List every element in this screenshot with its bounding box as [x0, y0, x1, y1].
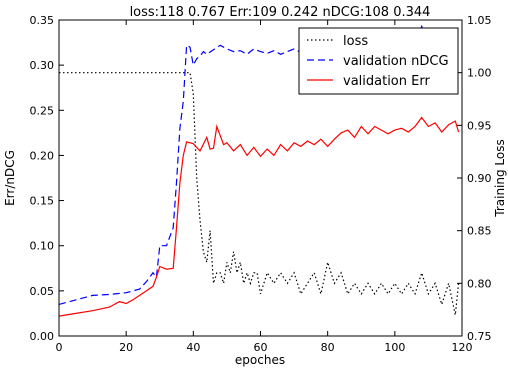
right-y-tick-label: 0.90: [467, 172, 492, 185]
right-y-axis-label: Training Loss: [493, 139, 507, 217]
chart-title: loss:118 0.767 Err:109 0.242 nDCG:108 0.…: [130, 5, 431, 20]
x-axis-ticks: 0 20 40 60 80 100 120: [56, 20, 473, 354]
left-y-tick-label: 0.25: [30, 104, 55, 117]
x-tick-label: 40: [186, 341, 200, 354]
x-axis-label: epoches: [235, 353, 285, 367]
x-tick-label: 100: [384, 341, 405, 354]
left-y-tick-label: 0.30: [30, 59, 55, 72]
series-line-loss: [59, 72, 460, 316]
x-tick-label: 80: [321, 341, 335, 354]
right-y-tick-label: 1.00: [467, 67, 492, 80]
right-y-tick-label: 1.05: [467, 14, 492, 27]
right-y-tick-label: 0.80: [467, 277, 492, 290]
right-y-axis-ticks: 0.75 0.80 0.85 0.90 0.95 1.00 1.05: [457, 14, 492, 343]
series-line-validation-err: [58, 116, 460, 317]
right-y-tick-label: 0.95: [467, 119, 492, 132]
x-tick-label: 0: [56, 341, 63, 354]
legend: loss validation nDCG validation Err: [298, 27, 459, 95]
x-tick-label: 60: [254, 341, 268, 354]
left-y-tick-label: 0.00: [30, 330, 55, 343]
legend-label-ndcg: validation nDCG: [343, 54, 449, 69]
left-y-tick-label: 0.10: [30, 240, 55, 253]
x-tick-label: 120: [452, 341, 473, 354]
legend-label-loss: loss: [343, 34, 368, 49]
left-y-tick-label: 0.20: [30, 149, 55, 162]
left-y-tick-label: 0.15: [30, 195, 55, 208]
right-y-tick-label: 0.75: [467, 330, 492, 343]
right-y-tick-label: 0.85: [467, 225, 492, 238]
legend-label-err: validation Err: [343, 74, 430, 89]
x-tick-label: 20: [119, 341, 133, 354]
left-y-axis-ticks: 0.00 0.05 0.10 0.15 0.20 0.25 0.30 0.35: [30, 14, 64, 343]
left-y-axis-label: Err/nDCG: [3, 150, 17, 206]
plot-frame: [58, 19, 463, 337]
left-y-tick-label: 0.35: [30, 14, 55, 27]
left-y-tick-label: 0.05: [30, 285, 55, 298]
legend-box: [298, 27, 459, 95]
